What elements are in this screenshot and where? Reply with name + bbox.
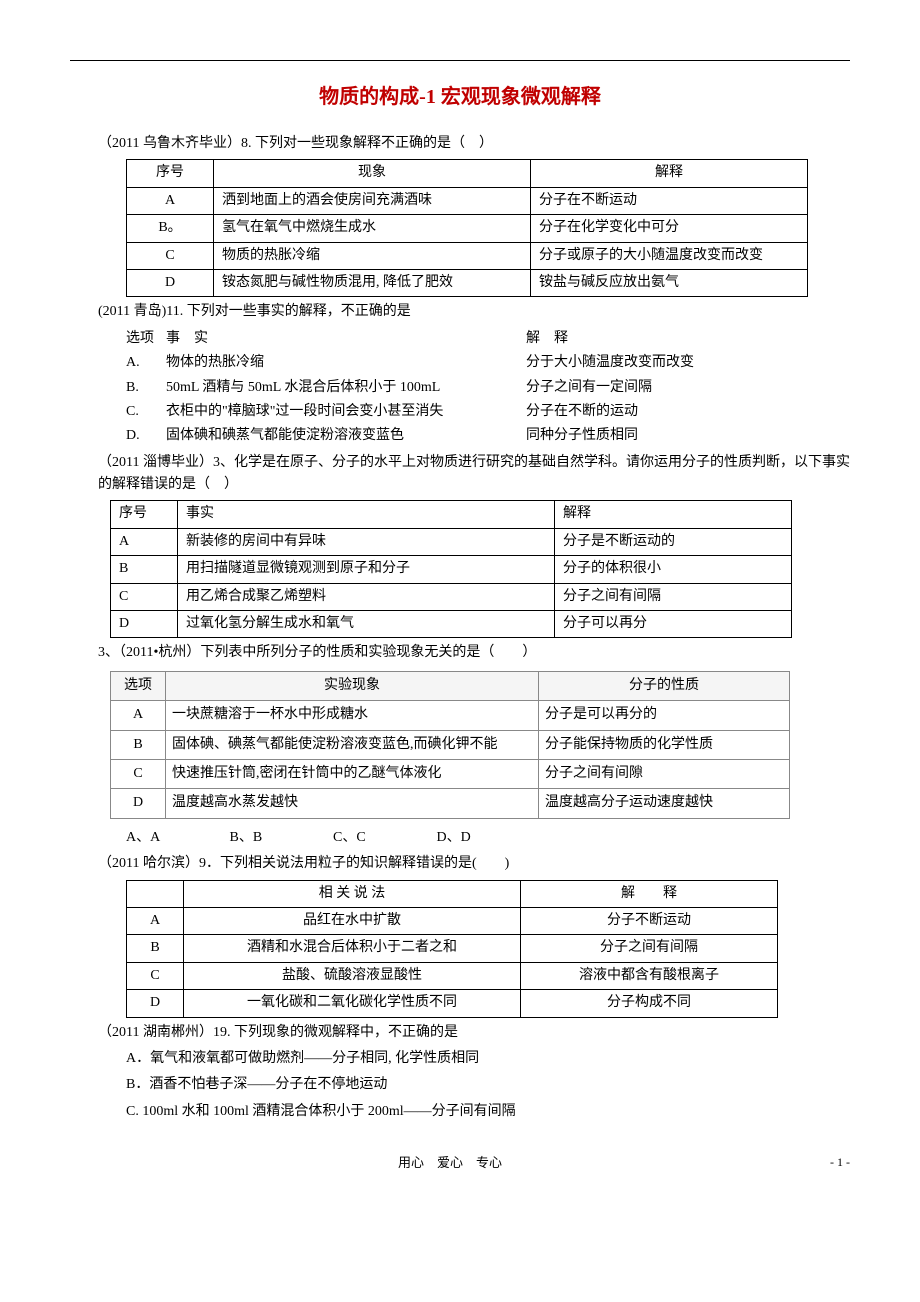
- table-header-row: 序号 事实 解释: [111, 501, 792, 528]
- page-title: 物质的构成-1 宏观现象微观解释: [70, 81, 850, 113]
- q5-intro: （2011 哈尔滨）9．下列相关说法用粒子的知识解释错误的是( ): [70, 853, 850, 875]
- q2-row: B.50mL 酒精与 50mL 水混合后体积小于 100mL分子之间有一定间隔: [126, 377, 850, 399]
- page-footer: 用心 爱心 专心 - 1 -: [70, 1153, 850, 1174]
- q4-table: 选项 实验现象 分子的性质 A一块蔗糖溶于一杯水中形成糖水分子是可以再分的 B固…: [110, 671, 790, 819]
- footer-text: 用心 爱心 专心: [398, 1155, 502, 1170]
- q2-row: D.固体碘和碘蒸气都能使淀粉溶液变蓝色同种分子性质相同: [126, 425, 850, 447]
- top-rule: [70, 60, 850, 61]
- q2-row: A.物体的热胀冷缩分于大小随温度改变而改变: [126, 352, 850, 374]
- table-row: C物质的热胀冷缩分子或原子的大小随温度改变而改变: [127, 242, 808, 269]
- q2-intro: (2011 青岛)11. 下列对一些事实的解释，不正确的是: [70, 301, 850, 323]
- q6-line-c: C. 100ml 水和 100ml 酒精混合体积小于 200ml——分子间有间隔: [70, 1101, 850, 1123]
- table-row: A一块蔗糖溶于一杯水中形成糖水分子是可以再分的: [111, 701, 790, 730]
- q4-options: A、A B、B C、C D、D: [126, 827, 850, 849]
- q2-row: C.衣柜中的"樟脑球"过一段时间会变小甚至消失分子在不断的运动: [126, 401, 850, 423]
- q4-opt-b: B、B: [230, 827, 330, 849]
- table-row: D温度越高水蒸发越快温度越高分子运动速度越快: [111, 789, 790, 818]
- q2-h-fact: 事 实: [166, 328, 526, 350]
- q3-intro: （2011 淄博毕业）3、化学是在原子、分子的水平上对物质进行研究的基础自然学科…: [70, 452, 850, 497]
- table-row: B酒精和水混合后体积小于二者之和分子之间有间隔: [127, 935, 778, 962]
- q2-h-exp: 解 释: [526, 328, 850, 350]
- q1-h0: 序号: [127, 160, 214, 187]
- q1-h2: 解释: [531, 160, 808, 187]
- q3-table: 序号 事实 解释 A新装修的房间中有异味分子是不断运动的 B用扫描隧道显微镜观测…: [110, 500, 792, 638]
- q1-h1: 现象: [214, 160, 531, 187]
- table-row: A新装修的房间中有异味分子是不断运动的: [111, 528, 792, 555]
- q6-intro: （2011 湖南郴州）19. 下列现象的微观解释中，不正确的是: [70, 1022, 850, 1044]
- q4-opt-d: D、D: [437, 827, 537, 849]
- q4-opt-c: C、C: [333, 827, 433, 849]
- table-row: C用乙烯合成聚乙烯塑料分子之间有间隔: [111, 583, 792, 610]
- table-row: B。氢气在氧气中燃烧生成水分子在化学变化中可分: [127, 215, 808, 242]
- table-row: C快速推压针筒,密闭在针筒中的乙醚气体液化分子之间有间隙: [111, 759, 790, 788]
- q1-intro: （2011 乌鲁木齐毕业）8. 下列对一些现象解释不正确的是（ ）: [70, 133, 850, 155]
- table-row: D过氧化氢分解生成水和氧气分子可以再分: [111, 611, 792, 638]
- table-header-row: 序号 现象 解释: [127, 160, 808, 187]
- table-row: B固体碘、碘蒸气都能使淀粉溶液变蓝色,而碘化钾不能分子能保持物质的化学性质: [111, 730, 790, 759]
- table-header-row: 选项 实验现象 分子的性质: [111, 671, 790, 700]
- table-row: A洒到地面上的酒会使房间充满酒味分子在不断运动: [127, 187, 808, 214]
- table-row: A品红在水中扩散分子不断运动: [127, 907, 778, 934]
- q2-header: 选项 事 实 解 释: [126, 328, 850, 350]
- q5-table: 相 关 说 法 解 释 A品红在水中扩散分子不断运动 B酒精和水混合后体积小于二…: [126, 880, 778, 1018]
- table-row: D铵态氮肥与碱性物质混用, 降低了肥效铵盐与碱反应放出氨气: [127, 269, 808, 296]
- q1-table: 序号 现象 解释 A洒到地面上的酒会使房间充满酒味分子在不断运动 B。氢气在氧气…: [126, 159, 808, 297]
- q4-opt-a: A、A: [126, 827, 226, 849]
- q6-line-b: B．酒香不怕巷子深——分子在不停地运动: [70, 1074, 850, 1096]
- q6-line-a: A．氧气和液氧都可做助燃剂——分子相同, 化学性质相同: [70, 1048, 850, 1070]
- table-row: B用扫描隧道显微镜观测到原子和分子分子的体积很小: [111, 556, 792, 583]
- q2-h-opt: 选项: [126, 328, 166, 350]
- table-row: C盐酸、硫酸溶液显酸性溶液中都含有酸根离子: [127, 962, 778, 989]
- page-number: - 1 -: [830, 1153, 850, 1172]
- table-header-row: 相 关 说 法 解 释: [127, 880, 778, 907]
- table-row: D一氧化碳和二氧化碳化学性质不同分子构成不同: [127, 990, 778, 1017]
- q4-intro: 3、（2011•杭州）下列表中所列分子的性质和实验现象无关的是（ ）: [70, 642, 850, 664]
